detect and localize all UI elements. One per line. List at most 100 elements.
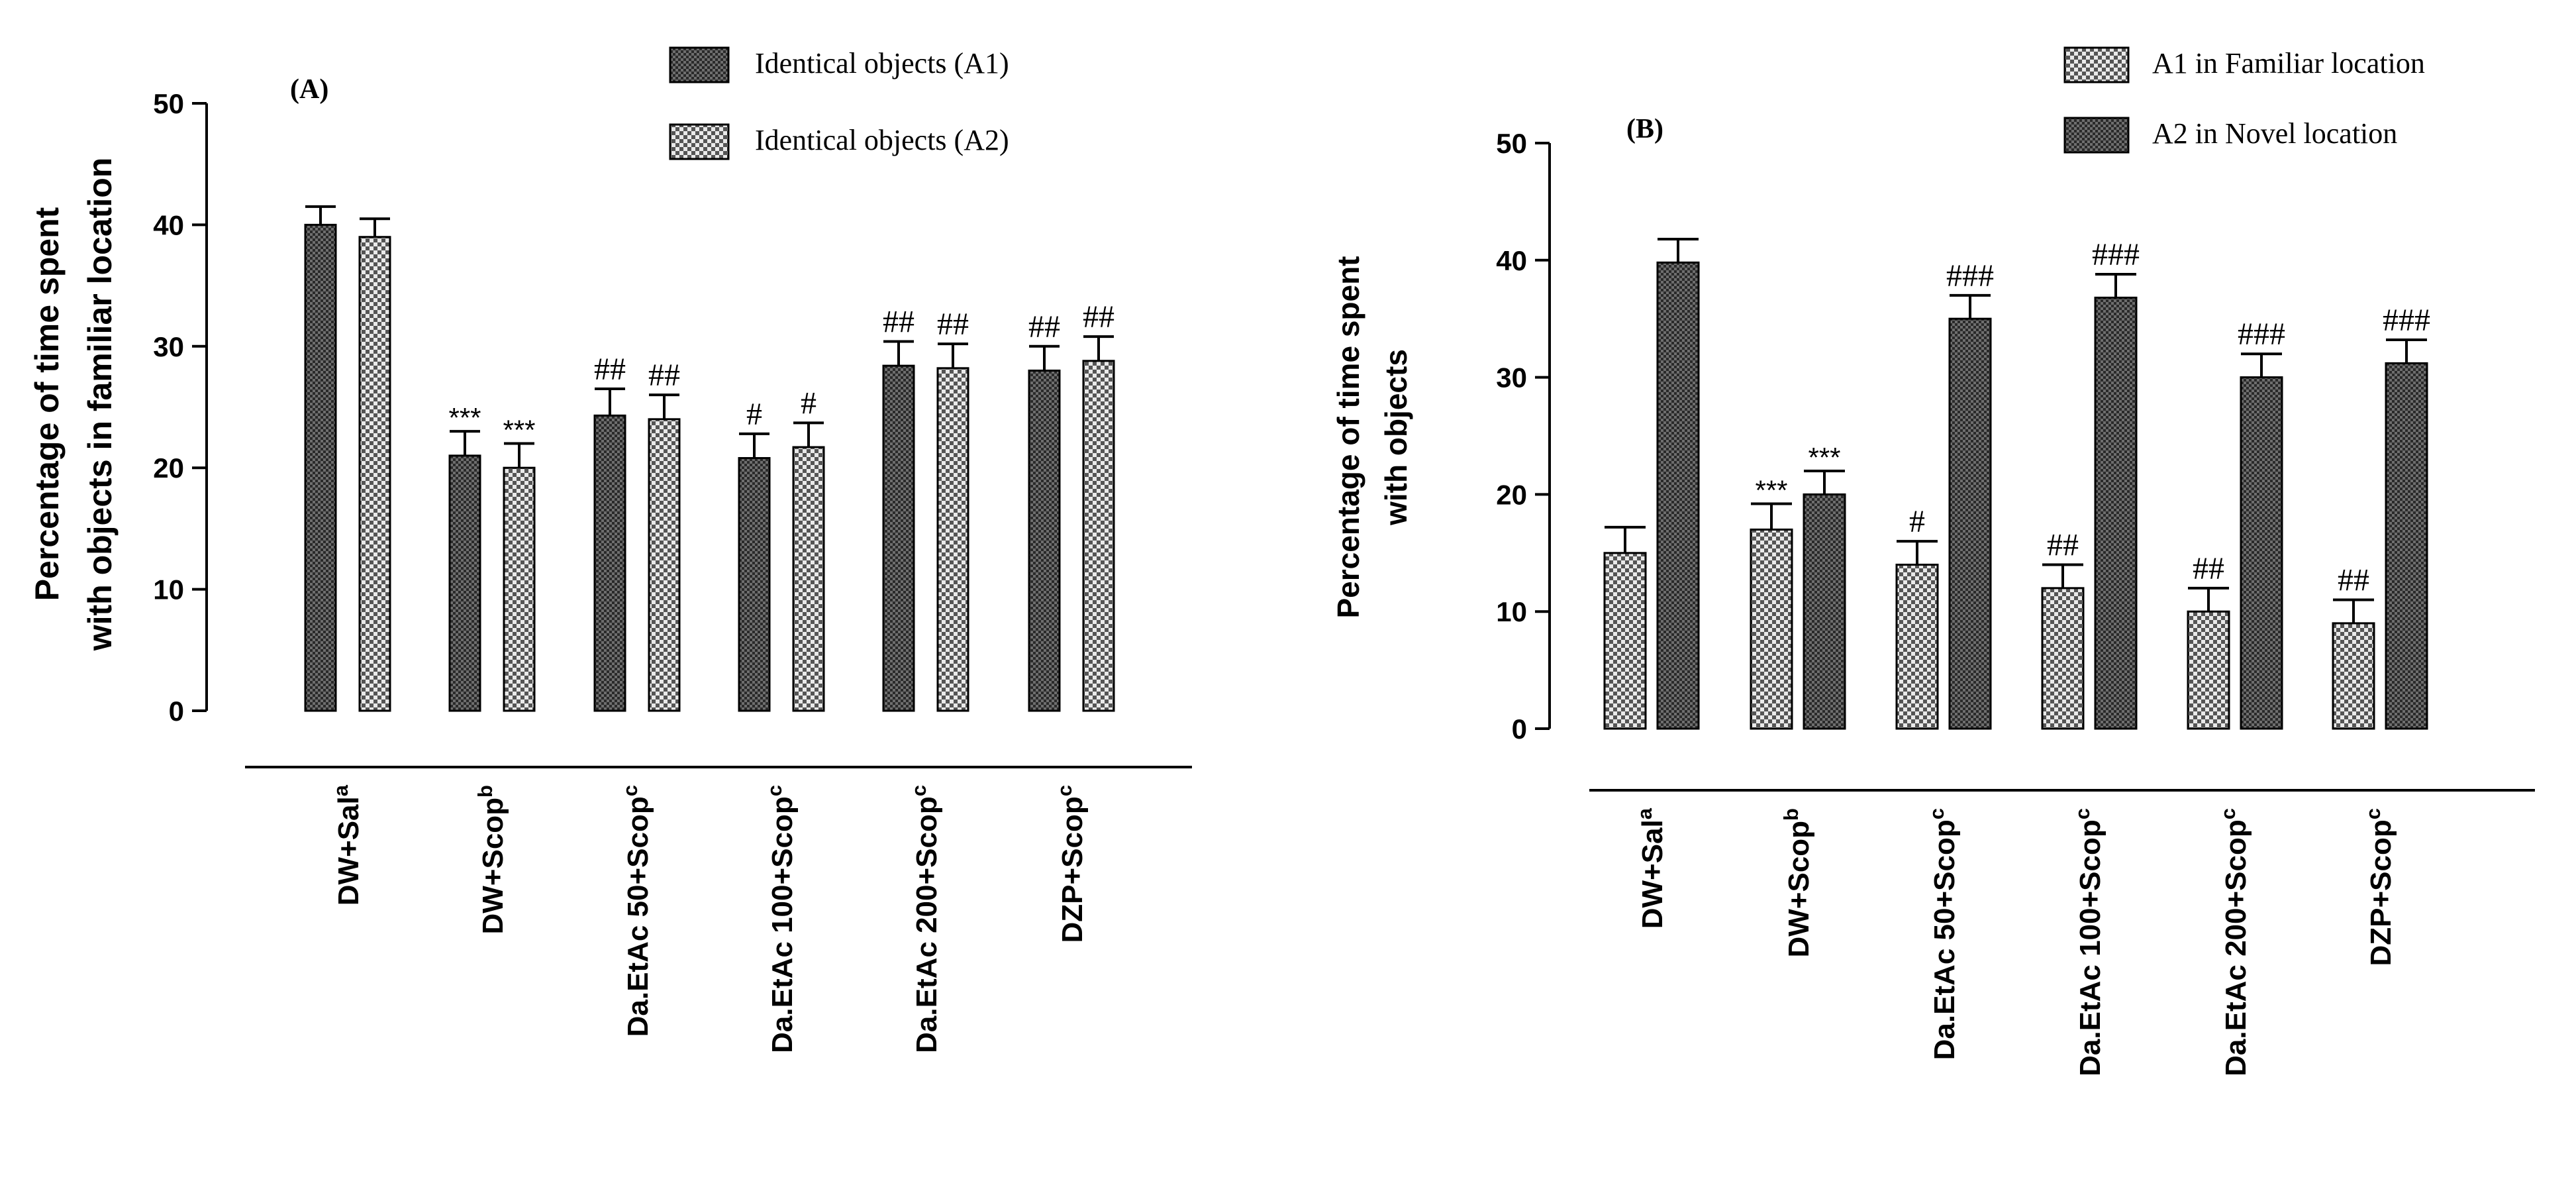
significance-marker: *** bbox=[1755, 475, 1787, 506]
y-axis-label: Percentage of time spent bbox=[1331, 256, 1365, 618]
bar bbox=[1750, 528, 1793, 730]
category-label: Da.EtAc 50+Scopc bbox=[1925, 808, 1961, 1060]
significance-marker: ## bbox=[1028, 309, 1060, 344]
category-label: DW+Scopb bbox=[473, 785, 509, 935]
category-label-main: DZP+Scop bbox=[2365, 819, 2397, 966]
panel-label: (A) bbox=[290, 74, 328, 105]
y-tick-label: 0 bbox=[1512, 713, 1527, 745]
category-label-main: Da.EtAc 50+Scop bbox=[622, 796, 654, 1037]
category-label: DW+Sala bbox=[1633, 807, 1669, 929]
category-label: DW+Scopb bbox=[1779, 808, 1815, 958]
bar bbox=[738, 457, 771, 712]
category-label-main: Da.EtAc 200+Scop bbox=[2220, 819, 2252, 1076]
legend-label: Identical objects (A1) bbox=[755, 47, 1009, 79]
y-axis-label: with objects in familiar location bbox=[81, 158, 119, 652]
legend-label: A2 in Novel location bbox=[2152, 117, 2397, 150]
bar bbox=[2041, 587, 2085, 730]
category-label-sup: a bbox=[1633, 807, 1656, 819]
y-tick-label: 30 bbox=[153, 331, 184, 362]
category-label: Da.EtAc 50+Scopc bbox=[619, 785, 654, 1037]
legend-swatch bbox=[669, 123, 730, 160]
bar bbox=[1656, 261, 1700, 730]
y-tick-label: 20 bbox=[1496, 479, 1527, 510]
category-label: Da.EtAc 100+Scopc bbox=[2071, 808, 2106, 1076]
bar bbox=[1803, 493, 1846, 730]
bar bbox=[1082, 360, 1115, 712]
y-tick-label: 20 bbox=[153, 452, 184, 484]
significance-marker: # bbox=[1909, 504, 1925, 539]
y-tick-label: 10 bbox=[153, 574, 184, 605]
category-label: Da.EtAc 200+Scopc bbox=[907, 785, 943, 1053]
y-tick-label: 0 bbox=[169, 696, 184, 727]
category-label-sup: c bbox=[1925, 808, 1948, 819]
category-label-sup: c bbox=[619, 785, 642, 796]
bar bbox=[882, 364, 915, 712]
significance-marker: # bbox=[746, 397, 762, 432]
bar bbox=[936, 367, 969, 712]
category-label-main: DW+Scop bbox=[1783, 821, 1815, 958]
category-label: DZP+Scopc bbox=[2361, 808, 2397, 966]
significance-marker: *** bbox=[1808, 442, 1840, 473]
y-tick-label: 40 bbox=[1496, 245, 1527, 276]
y-tick-label: 50 bbox=[153, 88, 184, 119]
panel-label: (B) bbox=[1626, 114, 1663, 144]
category-label-sup: c bbox=[907, 785, 930, 796]
y-tick-label: 30 bbox=[1496, 362, 1527, 393]
significance-marker: ## bbox=[1083, 299, 1115, 335]
category-label-main: DW+Sal bbox=[332, 796, 365, 906]
significance-marker: ## bbox=[2338, 563, 2369, 598]
significance-marker: ## bbox=[937, 307, 969, 342]
category-label-main: Da.EtAc 100+Scop bbox=[2074, 819, 2106, 1076]
bar bbox=[648, 418, 681, 712]
category-label: Da.EtAc 200+Scopc bbox=[2216, 808, 2252, 1076]
legend-label: Identical objects (A2) bbox=[755, 124, 1009, 156]
category-label-main: Da.EtAc 200+Scop bbox=[911, 796, 943, 1053]
y-axis-label: with objects bbox=[1379, 349, 1413, 526]
category-label-main: DW+Scop bbox=[477, 798, 509, 935]
significance-marker: ### bbox=[2383, 303, 2430, 338]
category-label-main: DW+Sal bbox=[1636, 819, 1669, 929]
bar bbox=[792, 446, 825, 712]
y-axis-label: Percentage of time spent bbox=[28, 207, 66, 601]
legend-swatch bbox=[2063, 117, 2130, 154]
y-tick-label: 50 bbox=[1496, 128, 1527, 159]
bar bbox=[1603, 552, 1647, 730]
category-label-main: DZP+Scop bbox=[1056, 796, 1089, 943]
category-label-sup: a bbox=[329, 784, 352, 796]
category-label-sup: b bbox=[473, 785, 497, 798]
category-label-main: Da.EtAc 50+Scop bbox=[1928, 819, 1961, 1060]
significance-marker: ### bbox=[2238, 317, 2285, 352]
legend-swatch bbox=[669, 46, 730, 83]
bar bbox=[2332, 622, 2375, 730]
chart-panel-a: 0 10 20 30 40 50 Percentage of time spent with … bbox=[28, 46, 1192, 1053]
significance-marker: # bbox=[801, 386, 817, 421]
category-label-sup: c bbox=[2216, 808, 2240, 819]
bar bbox=[1948, 317, 1992, 730]
significance-marker: *** bbox=[503, 415, 535, 446]
y-tick-label: 10 bbox=[1496, 596, 1527, 627]
significance-marker: ## bbox=[2193, 551, 2224, 586]
category-label: DZP+Scopc bbox=[1053, 785, 1089, 943]
legend-label: A1 in Familiar location bbox=[2152, 47, 2425, 79]
bar bbox=[1895, 563, 1939, 730]
category-label-sup: c bbox=[1053, 785, 1076, 796]
category-label-sup: b bbox=[1779, 808, 1803, 821]
y-tick-label: 40 bbox=[153, 209, 184, 240]
bar bbox=[358, 236, 391, 712]
bar bbox=[2094, 296, 2138, 730]
bar bbox=[503, 466, 536, 712]
significance-marker: ## bbox=[883, 304, 915, 339]
bar bbox=[304, 223, 337, 712]
significance-marker: ## bbox=[648, 358, 680, 393]
category-label-main: Da.EtAc 100+Scop bbox=[766, 796, 799, 1053]
bar bbox=[1028, 369, 1061, 712]
significance-marker: ## bbox=[594, 352, 626, 387]
significance-marker: *** bbox=[448, 402, 481, 433]
bar bbox=[448, 454, 481, 712]
bar bbox=[2385, 362, 2428, 730]
significance-marker: ### bbox=[1946, 258, 1994, 293]
bar bbox=[2187, 610, 2230, 730]
chart-panel-b: 0 10 20 30 40 50 Percentage of time spent with … bbox=[1331, 46, 2535, 1076]
legend-swatch bbox=[2063, 46, 2130, 83]
